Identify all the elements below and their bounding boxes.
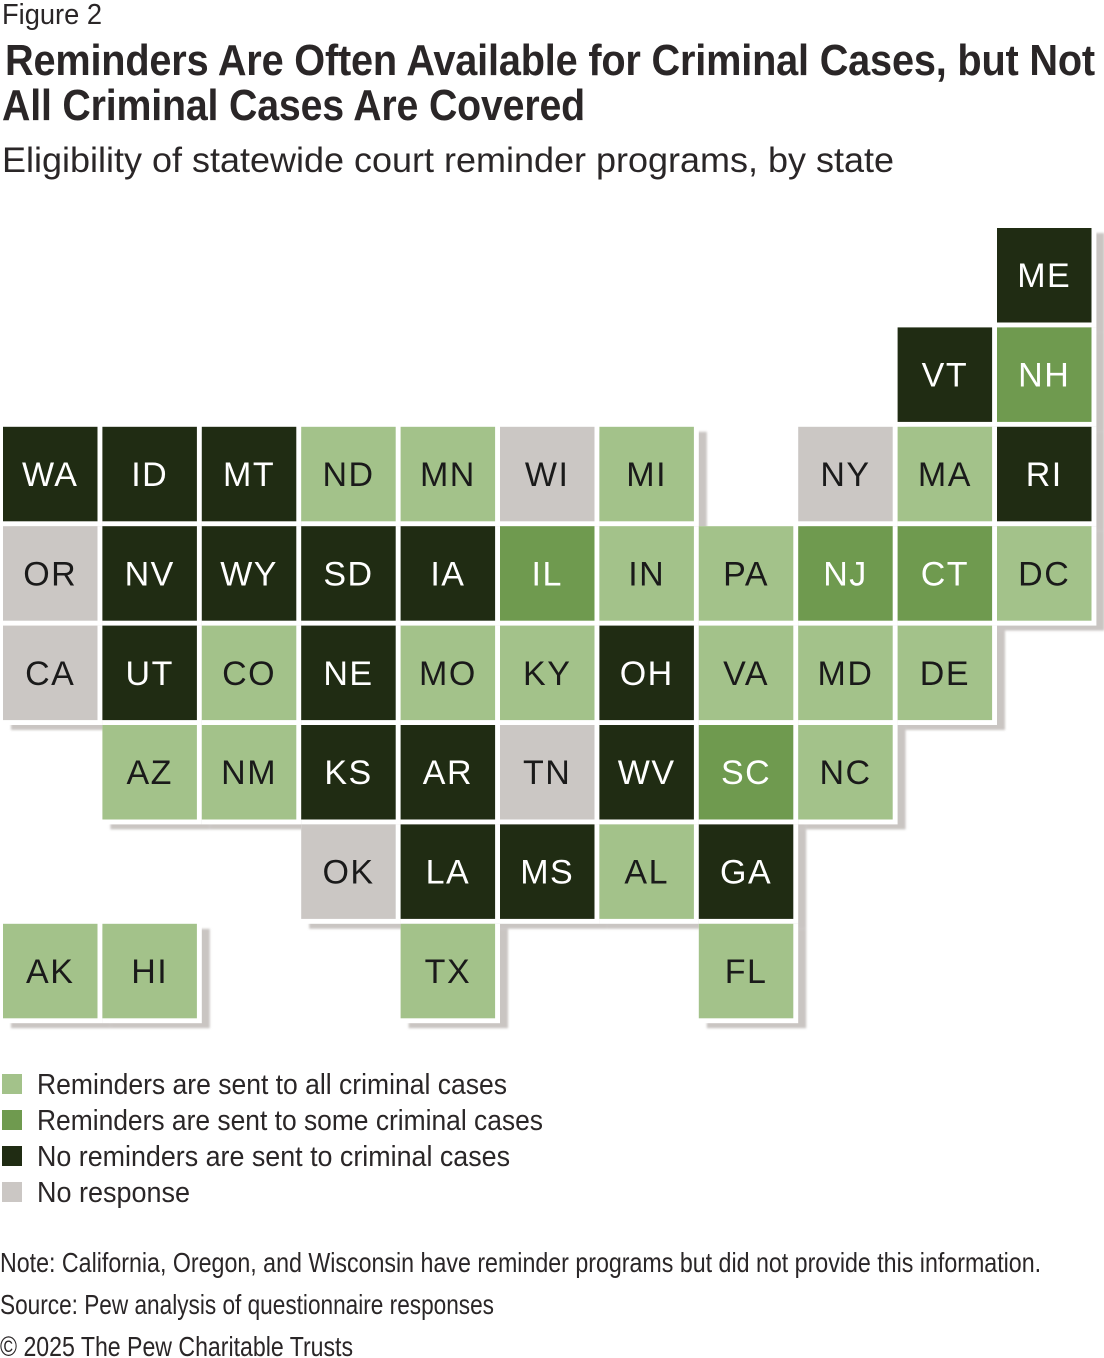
svg-text:CT: CT [921, 556, 969, 594]
svg-text:NM: NM [221, 754, 277, 792]
svg-text:FL: FL [725, 953, 768, 991]
svg-text:MS: MS [520, 854, 574, 892]
svg-text:MO: MO [419, 655, 477, 693]
svg-text:IL: IL [532, 556, 563, 594]
svg-text:NH: NH [1018, 357, 1070, 395]
svg-text:AL: AL [624, 854, 669, 892]
svg-text:MN: MN [420, 456, 476, 494]
svg-text:DE: DE [920, 655, 970, 693]
svg-text:LA: LA [426, 854, 471, 892]
svg-text:MD: MD [818, 655, 874, 693]
svg-text:HI: HI [131, 953, 168, 991]
svg-text:GA: GA [720, 854, 772, 892]
svg-text:KS: KS [324, 754, 372, 792]
svg-text:OH: OH [620, 655, 674, 693]
svg-text:WY: WY [220, 556, 278, 594]
svg-text:AK: AK [26, 953, 74, 991]
svg-text:WA: WA [22, 456, 79, 494]
svg-text:NJ: NJ [823, 556, 868, 594]
svg-text:RI: RI [1026, 456, 1063, 494]
svg-text:UT: UT [126, 655, 174, 693]
svg-text:MI: MI [626, 456, 667, 494]
svg-text:VT: VT [922, 357, 968, 395]
svg-text:NE: NE [323, 655, 373, 693]
svg-text:KY: KY [523, 655, 571, 693]
svg-text:VA: VA [723, 655, 769, 693]
svg-text:IN: IN [628, 556, 665, 594]
svg-text:DC: DC [1018, 556, 1070, 594]
svg-text:NV: NV [125, 556, 175, 594]
svg-text:CO: CO [222, 655, 276, 693]
svg-text:ND: ND [322, 456, 374, 494]
svg-text:SC: SC [721, 754, 771, 792]
svg-text:MT: MT [223, 456, 275, 494]
svg-text:WV: WV [618, 754, 676, 792]
svg-text:CA: CA [25, 655, 75, 693]
svg-text:WI: WI [525, 456, 570, 494]
svg-text:OK: OK [322, 854, 374, 892]
svg-text:ME: ME [1017, 257, 1071, 295]
svg-text:AR: AR [423, 754, 473, 792]
svg-text:PA: PA [723, 556, 769, 594]
svg-text:AZ: AZ [126, 754, 172, 792]
svg-text:NY: NY [820, 456, 870, 494]
svg-text:OR: OR [23, 556, 77, 594]
svg-text:ID: ID [131, 456, 168, 494]
svg-text:TN: TN [523, 754, 571, 792]
svg-text:IA: IA [430, 556, 465, 594]
svg-text:SD: SD [323, 556, 373, 594]
svg-text:NC: NC [819, 754, 871, 792]
svg-text:MA: MA [918, 456, 972, 494]
svg-text:TX: TX [425, 953, 471, 991]
